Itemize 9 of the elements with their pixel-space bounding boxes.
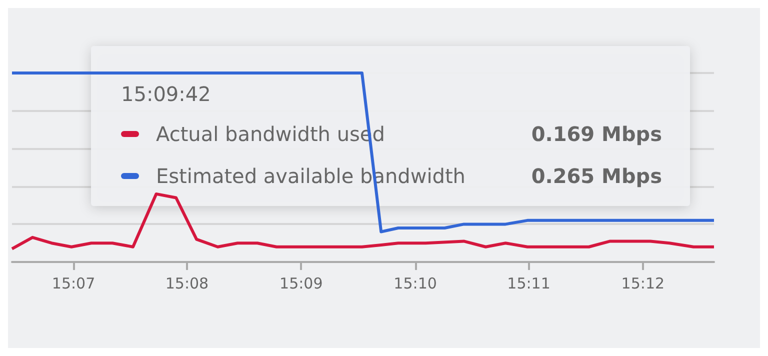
x-tick-label: 15:12 (621, 274, 665, 292)
annotation: 0.265 Mbps (531, 164, 662, 188)
x-tick-label: 15:07 (52, 274, 96, 292)
x-tick-label: 15:09 (280, 274, 323, 292)
annotation: 0.169 Mbps (531, 122, 662, 146)
annotation: 15:09:42 (121, 82, 211, 106)
x-tick-label: 15:08 (165, 274, 209, 292)
x-tick-label: 15:11 (507, 274, 550, 292)
x-tick-label: 15:10 (394, 274, 437, 292)
